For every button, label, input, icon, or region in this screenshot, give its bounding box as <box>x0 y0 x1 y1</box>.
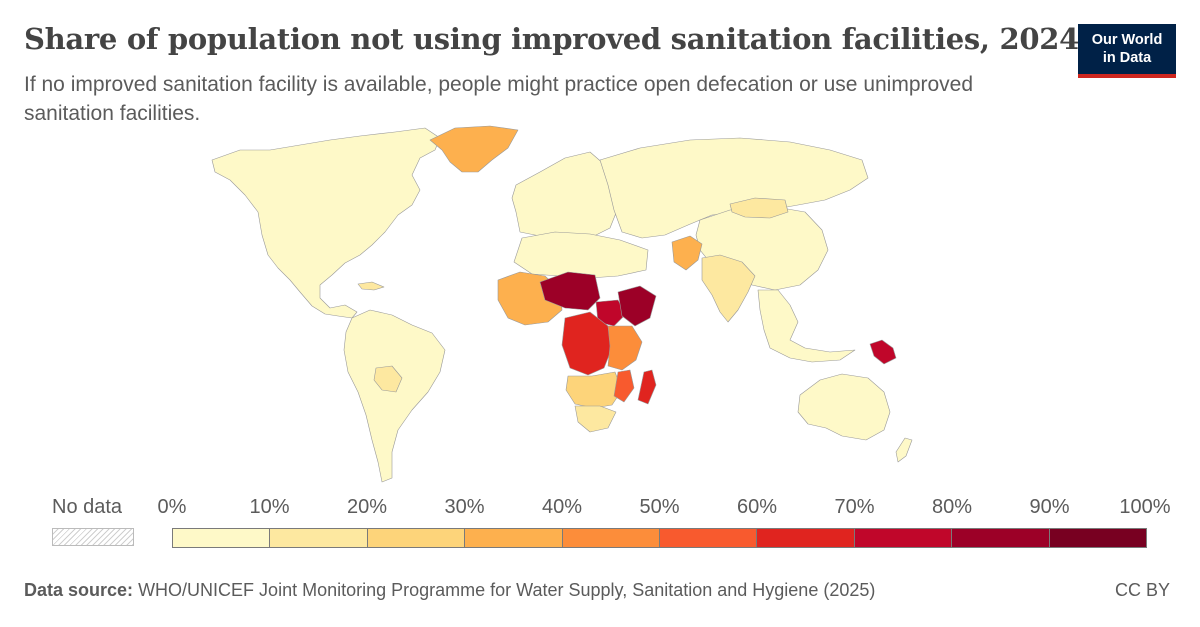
legend-no-data-label: No data <box>52 496 123 518</box>
legend-tick: 90% <box>1029 496 1070 518</box>
region-southeast-asia[interactable]: Southeast Asia <box>757 289 856 363</box>
region-south-america[interactable]: South America <box>343 309 446 483</box>
legend-bin[interactable] <box>270 528 368 548</box>
legend-color-bins <box>172 528 1148 548</box>
legend-bin[interactable] <box>367 528 466 548</box>
legend-tick: 60% <box>736 496 778 518</box>
region-russia[interactable]: Russia and Central Asia <box>599 137 869 239</box>
region-bolivia[interactable]: Bolivia <box>373 365 403 393</box>
logo-line-1: Our World <box>1091 32 1163 48</box>
legend-bin[interactable] <box>172 528 271 548</box>
legend-tick: 80% <box>931 496 973 518</box>
legend-tick: 70% <box>834 496 875 518</box>
region-afghanistan[interactable]: Afghanistan <box>671 235 703 271</box>
region-australia[interactable]: Australia <box>797 373 891 441</box>
legend-tick: 40% <box>541 496 583 518</box>
legend-bin[interactable] <box>465 528 563 548</box>
legend-tick: 10% <box>249 496 290 518</box>
region-north-africa[interactable]: North Africa <box>513 231 649 279</box>
region-caribbean[interactable]: Caribbean <box>357 281 385 291</box>
region-south-africa[interactable]: South Africa <box>574 405 617 433</box>
legend-bin[interactable] <box>562 528 661 548</box>
region-europe[interactable]: Europe <box>511 151 619 239</box>
legend-tick: 0% <box>157 496 187 518</box>
legend-tick: 50% <box>639 496 680 518</box>
legend-tick: 100% <box>1119 496 1171 518</box>
region-north-america[interactable]: North America <box>211 127 441 319</box>
owid-logo[interactable]: Our World in Data <box>1078 24 1176 78</box>
legend-bin[interactable] <box>757 528 855 548</box>
legend-no-data-swatch <box>52 528 134 546</box>
region-east-africa[interactable]: East Africa <box>607 325 643 371</box>
chart-title: Share of population not using improved s… <box>24 22 1079 56</box>
chart-subtitle: If no improved sanitation facility is av… <box>24 73 974 125</box>
region-new-zealand[interactable]: New Zealand <box>895 437 913 463</box>
region-greenland[interactable]: Greenland <box>429 125 519 173</box>
license-link[interactable]: CC BY <box>1114 580 1170 600</box>
legend-tick: 20% <box>346 496 388 518</box>
region-mozambique[interactable]: Mozambique <box>613 369 635 403</box>
region-ethiopia[interactable]: Ethiopia <box>617 285 657 327</box>
region-madagascar[interactable]: Madagascar <box>637 369 657 405</box>
region-india[interactable]: India <box>701 254 756 323</box>
legend-bin[interactable] <box>1049 528 1148 548</box>
region-central-africa[interactable]: Central Africa <box>561 311 613 376</box>
region-mongolia[interactable]: Mongolia <box>729 197 789 219</box>
legend-tick: 30% <box>444 496 485 518</box>
data-source: Data source: WHO/UNICEF Joint Monitoring… <box>24 580 875 601</box>
region-niger-chad[interactable]: Niger and Chad <box>539 271 601 311</box>
legend-bin[interactable] <box>854 528 953 548</box>
logo-line-2: in Data <box>1102 50 1152 66</box>
data-source-link[interactable]: WHO/UNICEF Joint Monitoring Programme fo… <box>138 580 876 600</box>
region-papua-new-guinea[interactable]: Papua New Guinea <box>869 339 897 365</box>
region-southern-africa[interactable]: Southern Africa <box>565 371 623 409</box>
data-source-label: Data source: <box>24 580 134 600</box>
legend-bin[interactable] <box>660 528 758 548</box>
legend-bin[interactable] <box>952 528 1050 548</box>
